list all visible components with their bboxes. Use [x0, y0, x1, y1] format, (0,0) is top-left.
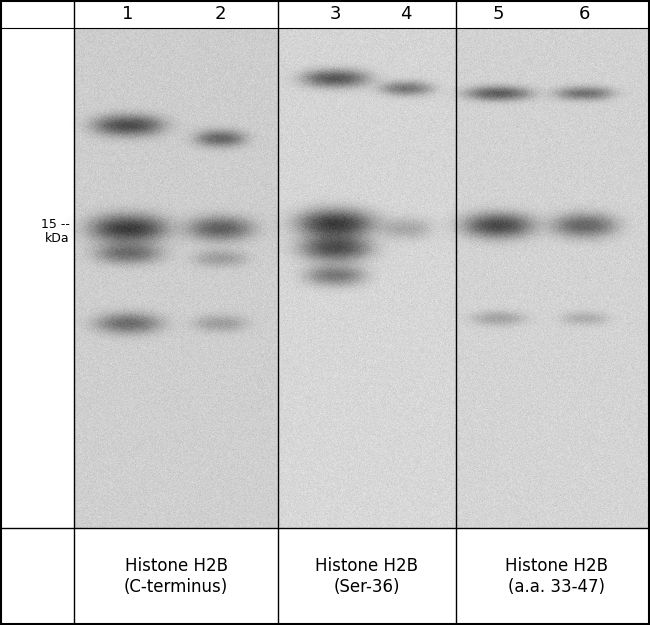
Text: 6: 6 [578, 5, 590, 23]
Text: 15 --: 15 -- [41, 217, 70, 231]
Text: Histone H2B
(Ser-36): Histone H2B (Ser-36) [315, 557, 418, 596]
Text: 4: 4 [400, 5, 411, 23]
Text: 1: 1 [122, 5, 134, 23]
Text: Histone H2B
(a.a. 33-47): Histone H2B (a.a. 33-47) [504, 557, 608, 596]
Text: Histone H2B
(C-terminus): Histone H2B (C-terminus) [124, 557, 228, 596]
Text: kDa: kDa [46, 231, 70, 244]
Text: 2: 2 [214, 5, 226, 23]
Text: 3: 3 [330, 5, 341, 23]
Text: 5: 5 [492, 5, 504, 23]
